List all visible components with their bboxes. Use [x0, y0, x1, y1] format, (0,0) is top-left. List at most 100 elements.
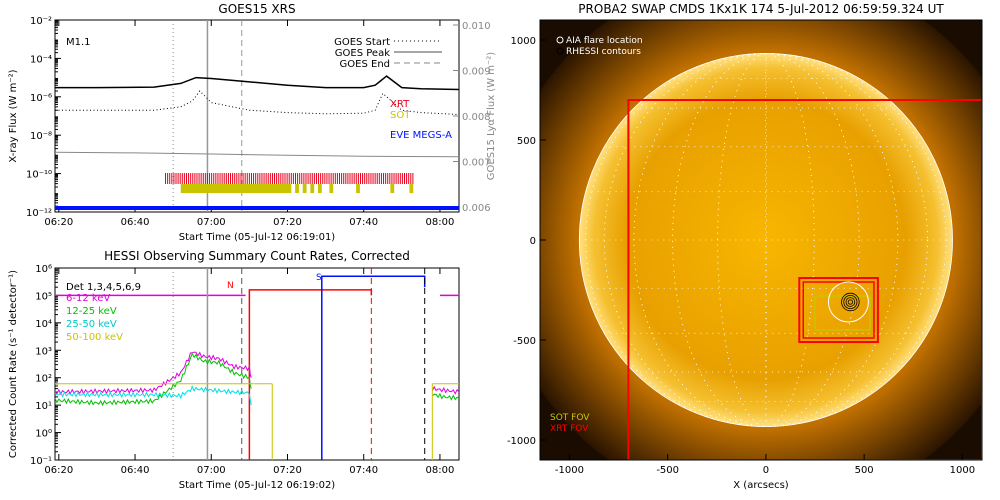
hessi-title: HESSI Observing Summary Count Rates, Cor…: [104, 249, 410, 263]
goes-ytick-label: 10⁻²: [30, 16, 52, 27]
swap-xtick-label: -1000: [555, 465, 584, 476]
swap-legend: AIA flare location RHESSI contours: [556, 36, 643, 57]
hessi-xtick-label: 08:00: [426, 465, 455, 476]
hessi-ytick-label: 10⁰: [35, 429, 52, 440]
goes-legend: GOES Start GOES Peak GOES End: [334, 37, 442, 70]
goes-sot-coverage: [302, 184, 307, 193]
hessi-data: [55, 268, 459, 460]
swap-image: [540, 20, 982, 460]
goes-sot-coverage: [317, 184, 322, 193]
hessi-legend-12-25: 12-25 keV: [66, 306, 117, 317]
swap-fov-xrt: XRT FOV: [550, 424, 589, 434]
rhessi-contour: [845, 297, 856, 307]
rhessi-contours-icon: [556, 47, 564, 55]
hessi-plot-frame: [54, 267, 460, 461]
goes-legend-end: GOES End: [340, 59, 390, 70]
goes-label-eve: EVE MEGS-A: [390, 130, 452, 141]
goes-ytick-label: 10⁻⁴: [30, 54, 52, 65]
heliographic-grid: [578, 52, 953, 428]
swap-ytick-label: -1000: [507, 436, 536, 447]
hessi-ylabel: Corrected Count Rate (s⁻¹ detector⁻¹): [8, 270, 19, 458]
hessi-legend-50-100: 50-100 keV: [66, 332, 123, 343]
goes-axes: 06:20 06:40 07:00 07:20 07:40 08:00 10⁻¹² 10⁻¹⁰…: [26, 16, 491, 228]
goes-y2tick-label: 0.006: [462, 203, 491, 214]
goes-sot-coverage: [329, 184, 334, 193]
swap-ytick-label: 0: [530, 236, 536, 247]
goes-sot-coverage: [409, 184, 414, 193]
swap-legend-aia: AIA flare location: [566, 36, 643, 46]
swap-xtick-label: 0: [763, 465, 769, 476]
swap-panel: PROBA2 SWAP CMDS 1Kx1K 174 5-Jul-2012 06…: [507, 2, 983, 491]
goes-y2tick-label: 0.010: [462, 21, 491, 32]
goes-xtick-label: 06:40: [121, 217, 150, 228]
goes-xtick-label: 08:00: [426, 217, 455, 228]
goes-xtick-label: 06:20: [44, 217, 73, 228]
goes-series-2: [55, 90, 459, 115]
swap-fov-sot: SOT FOV: [550, 413, 590, 423]
goes-data: [55, 20, 459, 212]
goes-ytick-label: 10⁻¹⁰: [26, 170, 52, 181]
goes-panel: GOES15 XRS 06:20 06:40 07:00 07:20 07:40 08:0…: [8, 2, 497, 243]
hessi-xtick-label: 07:20: [273, 465, 302, 476]
swap-xtick-label: 500: [855, 465, 874, 476]
goes-xtick-label: 07:20: [273, 217, 302, 228]
goes-sot-coverage: [390, 184, 395, 193]
sot-fov-box-outer: [798, 277, 879, 343]
hessi-ytick-label: 10⁵: [35, 291, 52, 302]
hessi-axes: 06:20 06:40 07:00 07:20 07:40 08:00 10⁻¹ 10⁰ 10¹…: [30, 264, 454, 476]
hessi-ytick-label: 10³: [35, 346, 52, 357]
swap-ytick-label: 1000: [511, 36, 536, 47]
hessi-xlabel: Start Time (05-Jul-12 06:19:02): [179, 480, 336, 491]
goes-xtick-label: 07:40: [349, 217, 378, 228]
goes-xtick-label: 07:00: [197, 217, 226, 228]
goes-y2tick-label: 0.009: [462, 67, 491, 78]
goes-label-sot: SOT: [390, 110, 411, 121]
rhessi-contour: [841, 292, 860, 312]
goes-y2tick-label: 0.007: [462, 158, 491, 169]
goes-title: GOES15 XRS: [218, 2, 295, 16]
swap-ytick-label: -500: [513, 336, 536, 347]
swap-overlays: [627, 99, 982, 460]
grid-longitude: [717, 52, 815, 428]
hessi-series-6-12-keV: [55, 351, 252, 396]
swap-xlabel: X (arcsecs): [733, 480, 789, 491]
hessi-legend-det: Det 1,3,4,5,6,9: [66, 282, 141, 293]
hessi-legend: Det 1,3,4,5,6,9 6-12 keV 12-25 keV 25-50…: [66, 282, 141, 343]
rhessi-contour: [847, 299, 853, 305]
goes-series-3: [55, 151, 459, 158]
hessi-ytick-label: 10⁻¹: [30, 456, 52, 467]
hessi-series-25-50-keV: [55, 385, 252, 406]
hessi-legend-6-12: 6-12 keV: [66, 293, 110, 304]
goes-label-xrt: XRT: [390, 99, 410, 110]
hessi-xtick-label: 07:00: [197, 465, 226, 476]
goes-sot-coverage: [295, 184, 299, 193]
hessi-ytick-label: 10²: [35, 374, 52, 385]
goes-sot-coverage: [180, 184, 292, 193]
hessi-saa-bracket: [321, 275, 426, 460]
rhessi-contour: [843, 294, 858, 309]
hessi-xtick-label: 06:20: [44, 465, 73, 476]
goes-ytick-label: 10⁻⁸: [30, 131, 52, 142]
swap-xtick-label: 1000: [950, 465, 975, 476]
xrt-fov-box: [627, 99, 982, 460]
goes-legend-peak: GOES Peak: [335, 48, 390, 59]
goes-annotation: M1.1: [66, 37, 91, 48]
hessi-night-bracket: [248, 289, 373, 460]
solar-limb: [578, 52, 953, 428]
goes-sot-coverage: [356, 184, 360, 193]
grid-longitude: [633, 52, 899, 428]
hessi-flag-s: S: [316, 273, 322, 283]
hessi-series-12-25-keV: [55, 352, 252, 407]
aia-flare-location-icon: [556, 36, 564, 44]
swap-legend-rhessi: RHESSI contours: [566, 47, 641, 57]
hessi-ytick-label: 10⁴: [35, 319, 52, 330]
goes-ytick-label: 10⁻⁶: [30, 93, 52, 104]
aia-flare-location: [827, 281, 869, 323]
hessi-legend-25-50: 25-50 keV: [66, 319, 117, 330]
goes-series-1: [55, 75, 459, 91]
hessi-panel: HESSI Observing Summary Count Rates, Cor…: [8, 249, 460, 491]
hessi-xtick-label: 06:40: [121, 465, 150, 476]
goes-y2label: GOES15 Lyα Flux (W m⁻²): [486, 52, 497, 180]
hessi-xtick-label: 07:40: [349, 465, 378, 476]
